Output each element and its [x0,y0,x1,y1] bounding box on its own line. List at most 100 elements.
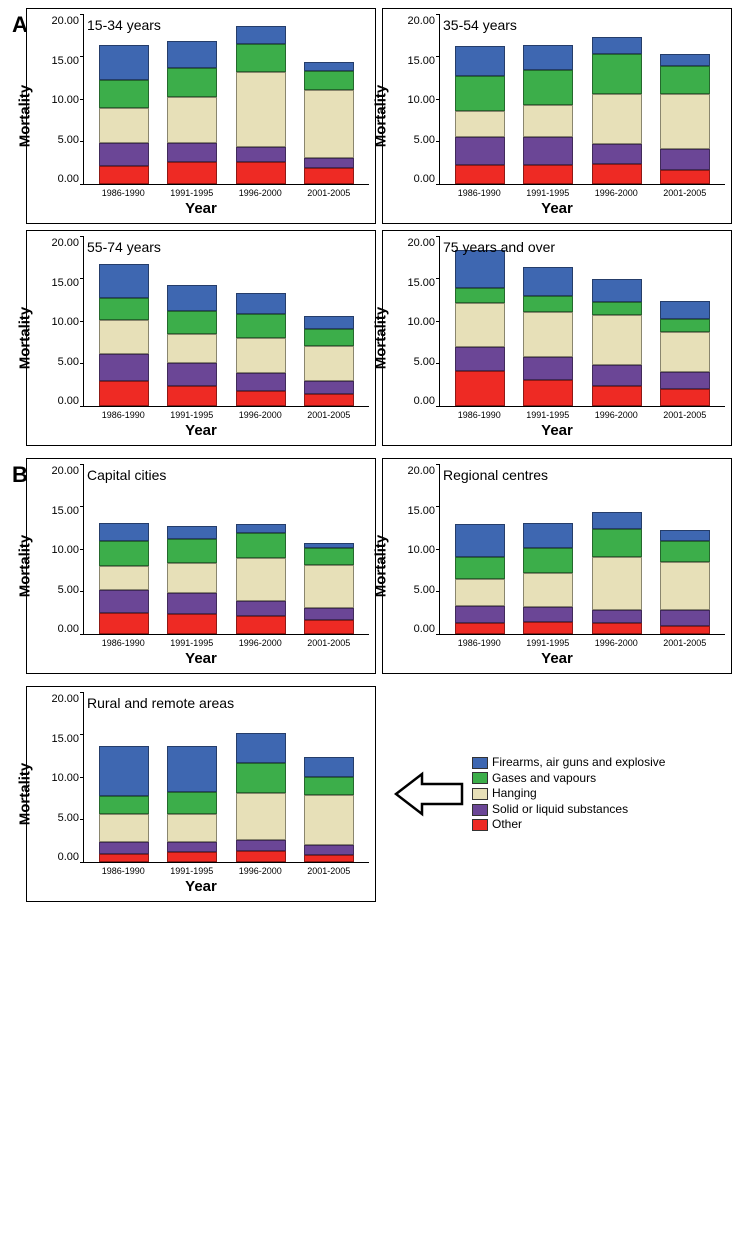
bar-segment-hanging [99,108,149,143]
bar-segment-solid [660,372,710,389]
section-b-row1: Capital citiesMortality20.0015.0010.005.… [26,458,732,674]
section-a: A 15-34 yearsMortality20.0015.0010.005.0… [8,8,737,446]
y-axis: 20.0015.0010.005.000.00 [47,15,83,185]
x-ticks: 1986-19901991-19951996-20002001-2005 [439,410,725,420]
bar-segment-gases [523,296,573,312]
section-a-grid: 15-34 yearsMortality20.0015.0010.005.000… [8,8,737,446]
bar-segment-hanging [99,814,149,841]
bar-segment-gases [99,796,149,815]
stacked-bar [236,293,286,406]
bar-segment-solid [99,590,149,613]
y-tick-mark [436,506,440,507]
bar-column [99,523,149,634]
bar-segment-gases [167,68,217,97]
bar-segment-hanging [236,338,286,373]
y-tick-mark [436,321,440,322]
y-tick-label: 5.00 [58,584,79,596]
chart-panel: 35-54 yearsMortality20.0015.0010.005.000… [382,8,732,224]
bar-segment-solid [99,354,149,381]
plot-area [83,15,369,185]
bar-segment-hanging [523,573,573,607]
bar-segment-firearms [167,526,217,539]
bar-segment-gases [455,288,505,303]
y-tick-label: 10.00 [407,316,435,328]
bar-column [236,733,286,862]
bar-segment-solid [236,373,286,391]
bar-segment-gases [99,298,149,320]
bar-column [304,62,354,184]
bar-segment-gases [660,319,710,332]
bar-segment-solid [99,842,149,854]
y-tick-label: 0.00 [414,623,435,635]
y-tick-label: 0.00 [58,623,79,635]
bar-segment-other [660,170,710,184]
stacked-bar [304,62,354,184]
bar-segment-firearms [660,530,710,541]
bar-segment-gases [236,44,286,72]
x-tick-label: 2001-2005 [651,638,720,648]
stacked-bar [304,757,354,862]
y-tick-label: 20.00 [51,15,79,27]
bar-segment-gases [304,329,354,346]
y-tick-label: 15.00 [407,55,435,67]
section-b: B Capital citiesMortality20.0015.0010.00… [8,458,737,902]
y-tick-label: 10.00 [51,316,79,328]
bar-segment-gases [660,541,710,561]
bar-column [660,301,710,406]
bar-segment-hanging [236,72,286,148]
y-tick-label: 15.00 [51,733,79,745]
legend-row: Gases and vapours [472,771,665,787]
bar-segment-other [167,162,217,184]
y-axis: 20.0015.0010.005.000.00 [403,237,439,407]
legend: Firearms, air guns and explosiveGases an… [472,755,665,833]
x-tick-label: 1991-1995 [158,410,227,420]
y-tick-label: 5.00 [58,134,79,146]
y-axis-label: Mortality [17,85,34,148]
y-tick-mark [80,363,84,364]
bar-segment-solid [523,357,573,380]
bar-column [455,524,505,634]
plot-wrap: 20.0015.0010.005.000.00 [403,15,725,185]
x-ticks: 1986-19901991-19951996-20002001-2005 [439,188,725,198]
plot-area [439,237,725,407]
bar-segment-other [167,614,217,634]
bar-segment-firearms [660,301,710,319]
x-tick-label: 2001-2005 [295,638,364,648]
bar-column [592,37,642,184]
legend-label: Gases and vapours [492,771,596,787]
bar-segment-hanging [236,558,286,601]
bar-segment-other [592,164,642,184]
bar-segment-other [455,165,505,184]
y-tick-label: 10.00 [51,772,79,784]
bar-segment-hanging [455,111,505,137]
bar-segment-hanging [592,557,642,611]
plot-wrap: 20.0015.0010.005.000.00 [47,15,369,185]
bar-segment-other [660,389,710,406]
stacked-bar [304,543,354,634]
y-axis-label: Mortality [17,535,34,598]
bar-column [523,523,573,634]
stacked-bar [236,26,286,184]
bar-segment-gases [167,792,217,813]
bar-segment-hanging [304,565,354,608]
y-tick-mark [80,14,84,15]
bar-segment-solid [592,144,642,164]
bar-segment-firearms [660,54,710,66]
bar-segment-hanging [304,795,354,845]
bar-segment-other [523,380,573,406]
bar-segment-firearms [455,46,505,76]
x-axis-label: Year [33,200,369,217]
bar-segment-other [99,381,149,406]
bar-segment-other [523,622,573,634]
x-axis-label: Year [33,650,369,667]
bar-segment-firearms [455,250,505,287]
y-tick-label: 5.00 [414,134,435,146]
x-tick-label: 1991-1995 [158,866,227,876]
y-tick-label: 20.00 [407,237,435,249]
x-tick-label: 1996-2000 [582,188,651,198]
plot-area [439,15,725,185]
y-tick-label: 0.00 [58,173,79,185]
stacked-bar [236,733,286,862]
y-tick-label: 0.00 [414,173,435,185]
x-axis-label: Year [33,878,369,895]
